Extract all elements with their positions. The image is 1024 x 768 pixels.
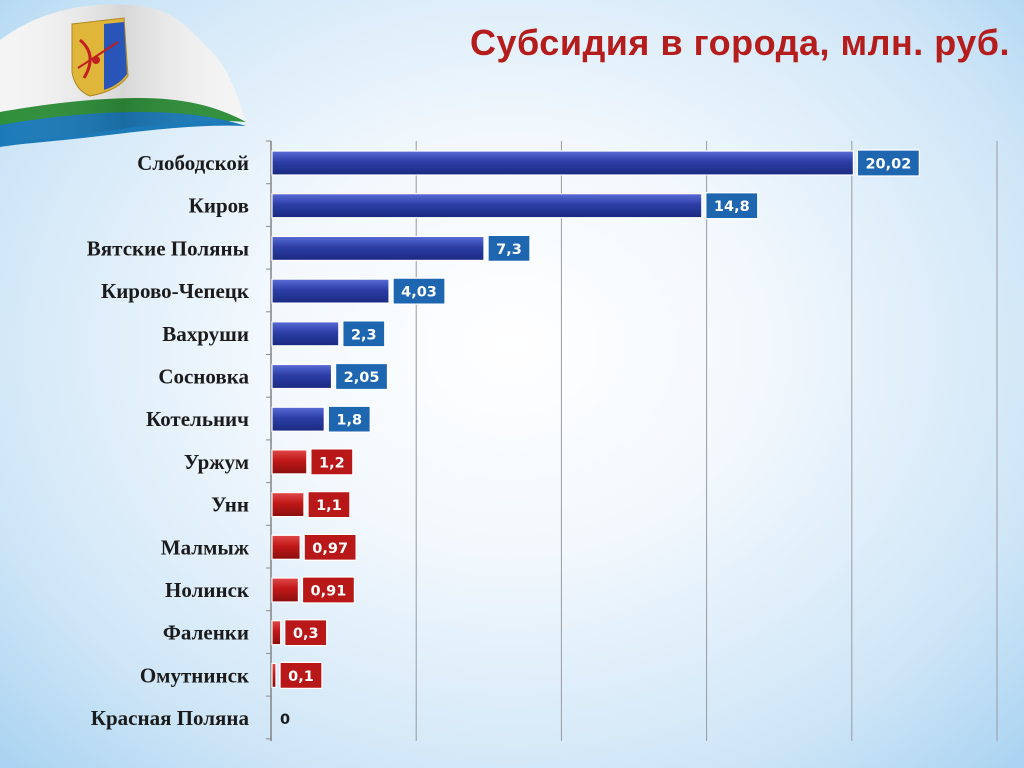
bar: [271, 662, 277, 689]
category-label: Кирово-Чепецк: [101, 279, 250, 303]
data-label-text: 1,8: [336, 413, 362, 429]
grid-lines: [266, 140, 998, 741]
data-label-text: 1,2: [319, 455, 345, 471]
data-label-text: 2,05: [344, 370, 380, 386]
bar: [271, 620, 282, 646]
data-label: 0: [280, 712, 290, 728]
data-label-box: [856, 149, 921, 177]
bar: [271, 534, 301, 560]
category-labels: Слободской Киров Вятские Поляны Кирово-Чепе…: [87, 151, 250, 730]
bar: [271, 492, 305, 518]
bar: [271, 321, 340, 347]
data-label: 2,3: [342, 320, 386, 348]
category-label: Омутнинск: [140, 663, 250, 687]
category-label: Малмыж: [161, 535, 250, 559]
bar: [271, 449, 308, 475]
data-label-box: [705, 192, 759, 220]
chart-title: Субсидия в города, млн. руб.: [470, 22, 1010, 63]
category-label: Киров: [189, 194, 249, 218]
category-label: Вахруши: [162, 322, 249, 346]
data-label-text: 14,8: [714, 199, 750, 215]
category-label: Вятские Поляны: [87, 236, 249, 260]
data-label-text: 0,1: [288, 669, 314, 685]
bar: [271, 406, 325, 432]
data-label: 0,3: [284, 619, 328, 647]
bars: [271, 150, 854, 689]
data-label-box: [310, 448, 354, 476]
category-label: Сосновка: [158, 365, 249, 389]
data-label-text: 0,3: [293, 626, 319, 642]
data-label: 1,2: [310, 448, 354, 476]
category-label: Уржум: [184, 450, 249, 474]
data-label-text: 2,3: [351, 327, 377, 343]
data-label-text: 0,91: [311, 584, 347, 600]
data-label: 20,02: [856, 149, 921, 177]
data-label-text: 7,3: [496, 242, 522, 258]
category-label: Слободской: [137, 151, 249, 175]
data-label-box: [301, 576, 356, 604]
data-label: 14,8: [705, 192, 759, 220]
data-label: 7,3: [487, 234, 531, 263]
data-label-text: 1,1: [316, 498, 342, 514]
data-label-box: [284, 619, 328, 647]
data-label-text: 4,03: [401, 285, 437, 301]
data-label-box: [342, 320, 386, 348]
category-label: Красная Поляна: [91, 706, 250, 730]
data-label-box: [307, 490, 351, 519]
bar: [271, 363, 333, 390]
bar: [271, 235, 485, 261]
data-label-box: [303, 533, 357, 561]
data-label: 1,1: [307, 490, 351, 519]
category-label: Нолинск: [165, 578, 250, 602]
data-label-box: [392, 277, 446, 305]
category-label: Унн: [211, 493, 249, 517]
data-label-box: [327, 405, 371, 433]
data-label-text: 0,97: [312, 541, 348, 557]
data-label-text: 20,02: [865, 157, 911, 173]
bar: [271, 577, 300, 603]
data-label: 2,05: [334, 362, 389, 391]
data-label-box: [334, 362, 389, 391]
data-label-box: [279, 661, 323, 690]
data-label: 1,8: [327, 405, 371, 433]
bar: [271, 150, 854, 176]
data-label: 0,1: [279, 661, 323, 690]
data-label: 4,03: [392, 277, 446, 305]
data-label: 0,91: [301, 576, 356, 604]
kirov-oblast-flag-icon: [0, 4, 246, 147]
data-label-box: [487, 234, 531, 263]
bar: [271, 193, 703, 219]
value-labels: 20,02 14,8 7,3 4,03 2,3 2,05 1,8 1,2 1,1 0,97 0,91…: [279, 149, 921, 728]
category-label: Фаленки: [163, 621, 249, 645]
data-label: 0,97: [303, 533, 357, 561]
bar: [271, 278, 390, 304]
category-label: Котельнич: [146, 407, 249, 431]
